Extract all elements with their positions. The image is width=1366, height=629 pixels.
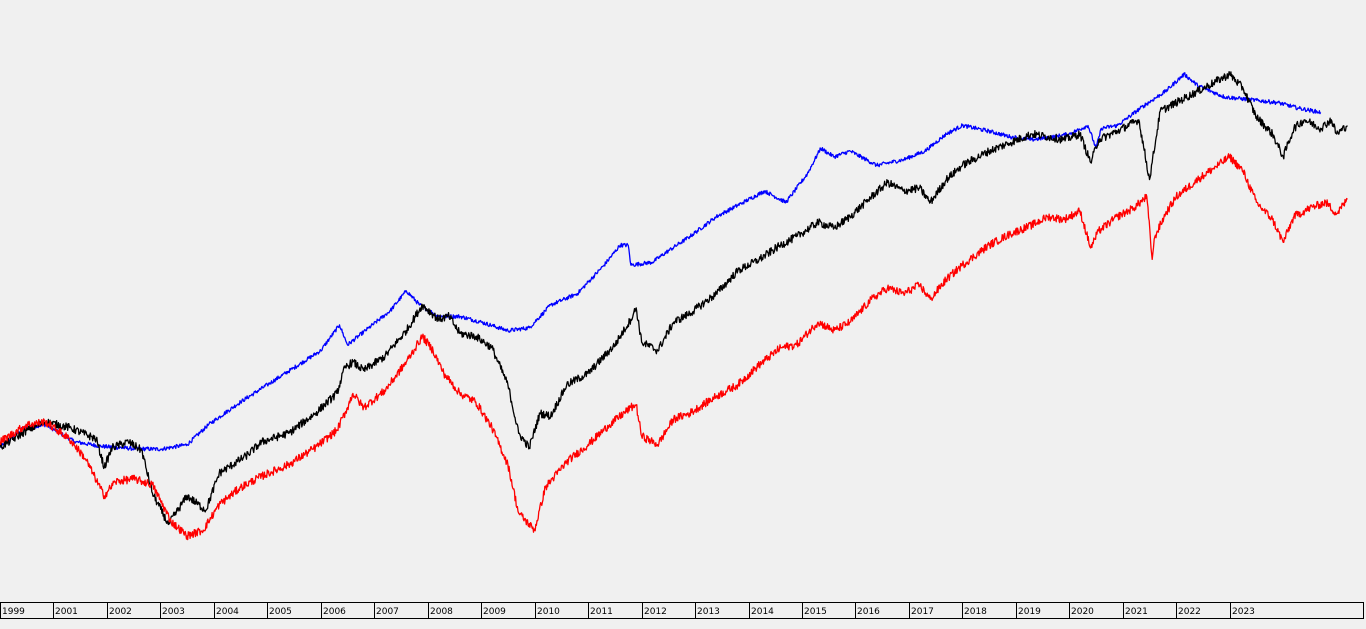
x-axis: 1999 2001 2002 2003 2004 2005 2006 2007 2008 2009… (0, 602, 1364, 619)
x-tick-label: 2014 (751, 607, 774, 617)
x-tick-label: 2003 (162, 607, 185, 617)
x-tick-label: 2009 (483, 607, 506, 617)
series-line-1 (0, 72, 1322, 452)
series-layer (0, 71, 1348, 541)
series-line-2 (0, 71, 1348, 526)
x-tick-label: 2016 (857, 607, 880, 617)
x-tick-label: 2010 (537, 607, 560, 617)
x-tick-label: 2022 (1178, 607, 1201, 617)
x-tick-label: 2002 (109, 607, 132, 617)
x-tick-label: 2020 (1071, 607, 1094, 617)
x-tick-label: 1999 (2, 607, 25, 617)
x-tick-label: 2001 (55, 607, 78, 617)
x-axis-frame (0, 602, 1364, 619)
x-tick-label: 2015 (804, 607, 827, 617)
x-tick-label: 2004 (216, 607, 239, 617)
x-tick-label: 2005 (269, 607, 292, 617)
x-tick-label: 2017 (911, 607, 934, 617)
x-tick-label: 2008 (430, 607, 453, 617)
x-tick-label: 2007 (376, 607, 399, 617)
x-tick-label: 2011 (590, 607, 613, 617)
x-tick-label: 2013 (697, 607, 720, 617)
x-tick-label: 2021 (1125, 607, 1148, 617)
x-tick-label: 2023 (1232, 607, 1255, 617)
series-line-3 (0, 153, 1348, 541)
x-tick-label: 2012 (644, 607, 667, 617)
x-tick-label: 2018 (964, 607, 987, 617)
x-tick-label: 2006 (323, 607, 346, 617)
x-tick-label: 2019 (1018, 607, 1041, 617)
